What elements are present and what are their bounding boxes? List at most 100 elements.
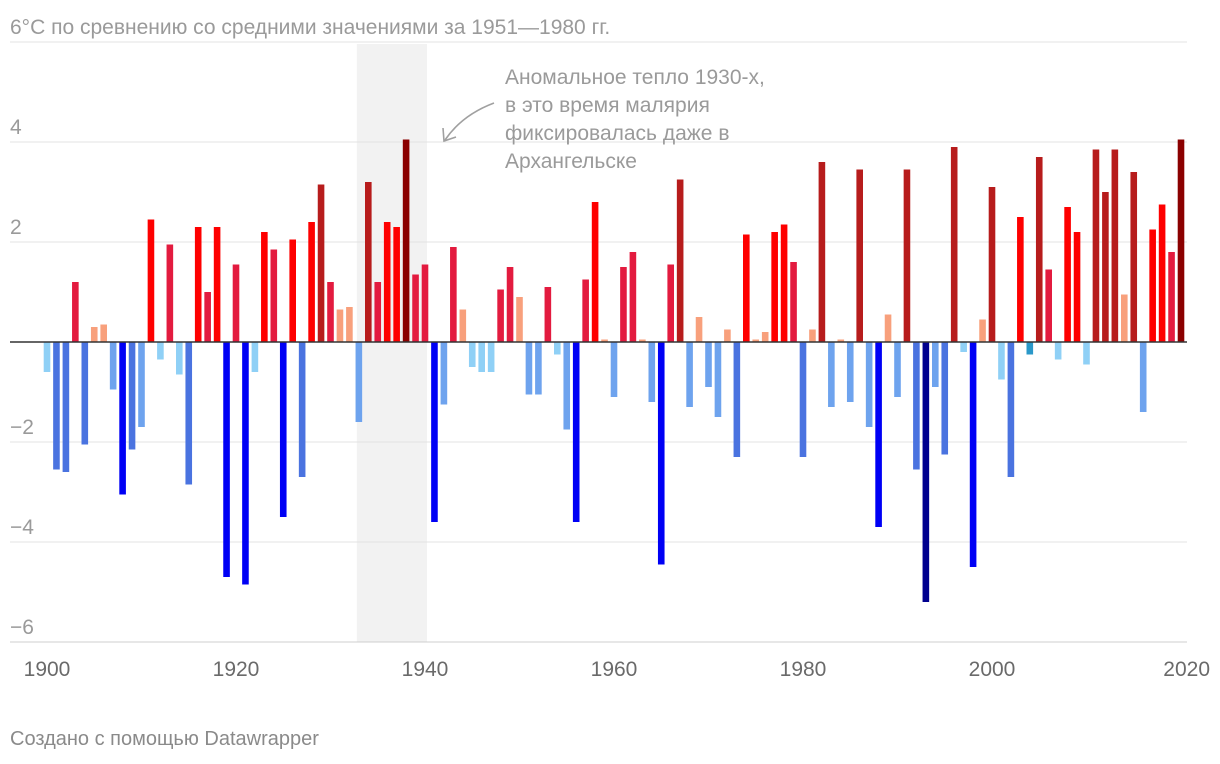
bar-1913	[166, 244, 174, 342]
bar-1998	[969, 342, 977, 567]
x-tick-label: 1920	[213, 658, 260, 681]
bar-1901	[53, 342, 60, 470]
bar-1972	[724, 329, 731, 342]
bar-1918	[213, 227, 221, 342]
bar-1945	[468, 342, 476, 367]
bar-2020	[1177, 139, 1185, 342]
bar-1979	[790, 262, 797, 342]
bar-1916	[194, 227, 202, 342]
bar-1969	[695, 317, 703, 342]
y-tick-label: 4	[10, 116, 22, 139]
bar-1927	[298, 342, 306, 477]
bar-2009	[1073, 232, 1081, 342]
bar-2017	[1149, 229, 1156, 342]
bar-1950	[516, 297, 523, 342]
bar-1903	[72, 282, 79, 342]
bar-1951	[525, 342, 533, 395]
bar-1926	[289, 239, 296, 342]
bar-1986	[856, 169, 863, 342]
bar-2019	[1168, 252, 1175, 342]
bar-2003	[1017, 217, 1024, 342]
bar-2014	[1121, 294, 1128, 342]
bar-2001	[998, 342, 1005, 380]
bar-1936	[383, 222, 391, 342]
annotation-arrowhead	[442, 127, 457, 143]
bar-1963	[639, 339, 646, 342]
bar-1976	[761, 332, 769, 342]
bar-1905	[90, 327, 98, 342]
bar-1919	[223, 342, 230, 577]
highlight-1930s-band	[356, 44, 427, 642]
bar-1980	[799, 342, 807, 457]
bar-1914	[176, 342, 183, 375]
bar-1990	[894, 342, 901, 397]
bar-1939	[412, 274, 419, 342]
bar-1946	[478, 342, 485, 372]
annotation-line: в это время малярия	[505, 94, 710, 117]
bar-1907	[109, 342, 117, 390]
bar-2013	[1111, 149, 1119, 342]
annotation: Аномальное тепло 1930-х, в это время маля…	[442, 66, 765, 173]
datawrapper-credit: Создано с помощью Datawrapper	[10, 728, 319, 750]
annotation-line: Аномальное тепло 1930-х,	[505, 66, 765, 89]
y-axis-label: 6°C по сревнению со средними значениями …	[10, 16, 610, 39]
annotation-line: Архангельске	[505, 150, 637, 173]
bar-1959	[601, 339, 608, 342]
bar-2006	[1045, 269, 1052, 342]
bar-1982	[818, 162, 826, 342]
y-tick-label: −2	[10, 416, 34, 439]
bar-1908	[119, 342, 126, 495]
bar-2012	[1102, 192, 1109, 342]
bar-1943	[450, 247, 457, 342]
bar-1909	[128, 342, 136, 450]
bar-1915	[185, 342, 193, 485]
bar-2015	[1130, 172, 1138, 342]
bar-1934	[365, 182, 372, 342]
annotation-line: фиксировалась даже в	[505, 122, 729, 145]
bar-1917	[204, 292, 211, 342]
bar-1991	[903, 169, 911, 342]
bar-1967	[676, 179, 684, 342]
bar-1912	[157, 342, 164, 360]
bar-1924	[270, 249, 278, 342]
bar-2010	[1083, 342, 1090, 365]
bar-1941	[431, 342, 438, 522]
bar-2004	[1026, 342, 1034, 355]
bar-1938	[402, 139, 410, 342]
bar-1956	[572, 342, 580, 522]
bar-2016	[1139, 342, 1147, 412]
bar-2002	[1007, 342, 1015, 477]
bar-1952	[535, 342, 542, 395]
bar-1944	[459, 309, 467, 342]
bar-1995	[941, 342, 949, 455]
x-tick-label: 1980	[780, 658, 827, 681]
bar-2007	[1054, 342, 1062, 360]
y-tick-label: 2	[10, 216, 22, 239]
bar-1966	[667, 264, 674, 342]
bar-1964	[648, 342, 656, 402]
bar-1931	[336, 309, 344, 342]
bar-1983	[828, 342, 835, 407]
bar-1992	[913, 342, 920, 470]
bar-1948	[497, 289, 504, 342]
bar-1961	[620, 267, 627, 342]
bar-1973	[733, 342, 741, 457]
bar-1955	[563, 342, 571, 430]
bar-1925	[279, 342, 287, 517]
bar-1988	[875, 342, 882, 527]
bar-1920	[232, 264, 240, 342]
bar-1953	[544, 287, 552, 342]
bar-1933	[355, 342, 363, 422]
bar-1954	[554, 342, 561, 355]
bar-1921	[242, 342, 249, 585]
bar-1958	[591, 202, 599, 342]
y-tick-label: −4	[10, 516, 34, 539]
bar-1965	[657, 342, 665, 565]
bar-1904	[81, 342, 89, 445]
bar-1996	[950, 147, 958, 342]
bar-1940	[421, 264, 429, 342]
bar-1947	[487, 342, 495, 372]
x-tick-label: 1900	[24, 658, 71, 681]
bar-2011	[1092, 149, 1100, 342]
